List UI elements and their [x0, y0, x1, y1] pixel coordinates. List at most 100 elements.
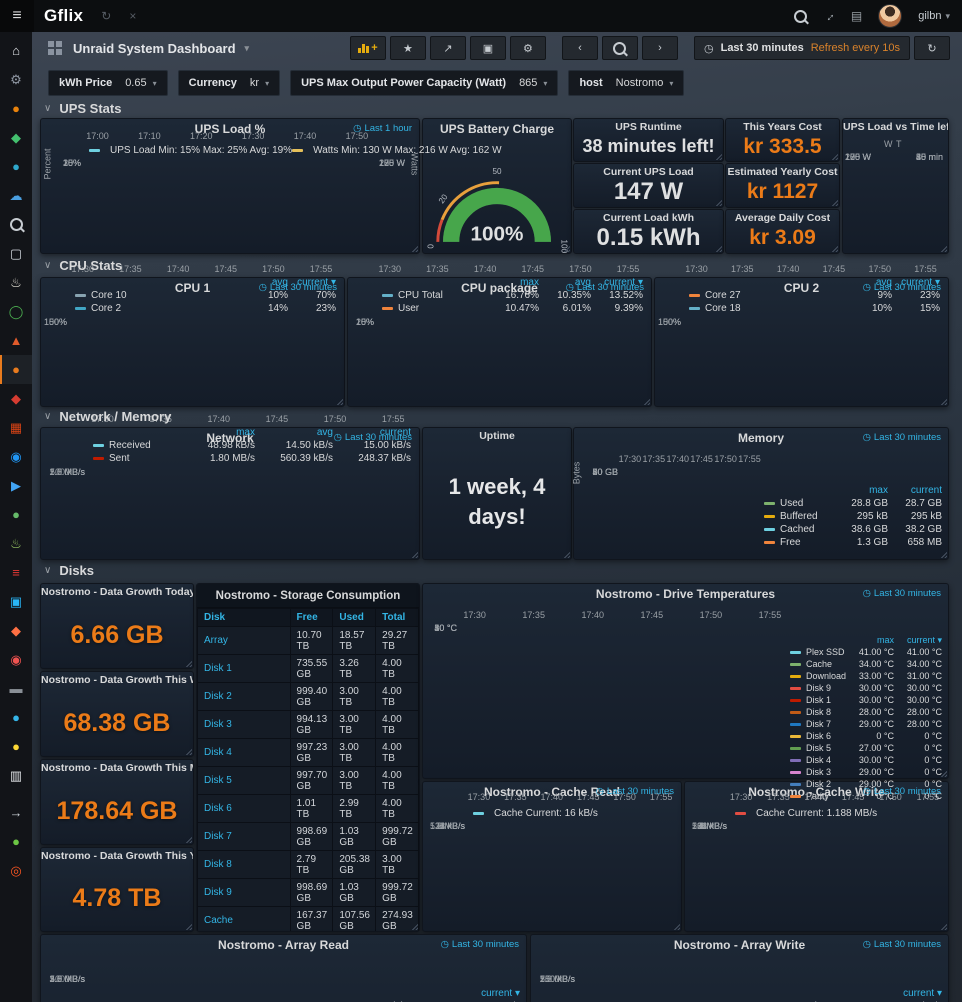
legend-item-Disk 3[interactable]: Disk 3 29.00 °C 0 °C	[790, 766, 942, 778]
legend-item-Disk 1[interactable]: Disk 1 30.00 °C 30.00 °C	[790, 694, 942, 706]
sidebar-item-app-green-ring[interactable]: ◯	[0, 297, 32, 326]
panel-title[interactable]: Nostromo - Data Growth Today	[41, 586, 193, 598]
section-network-memory[interactable]: ∨ Network / Memory	[44, 409, 172, 424]
sidebar-item-app-green-diamond[interactable]: ◆	[0, 123, 32, 152]
legend-item-Plex SSD[interactable]: Plex SSD 41.00 °C 41.00 °C	[790, 646, 942, 658]
legend-item-Disk 5[interactable]: Disk 5 27.00 °C 0 °C	[790, 742, 942, 754]
legend-item-Disk 9[interactable]: Disk 9 30.00 °C 30.00 °C	[790, 682, 942, 694]
sidebar-item-app-green[interactable]: ●	[0, 500, 32, 529]
sidebar-item-app-teal[interactable]: ●	[0, 152, 32, 181]
close-icon[interactable]: ×	[129, 9, 137, 23]
sidebar-item-app-sab[interactable]: ●	[0, 732, 32, 761]
settings-button[interactable]: ⚙	[509, 36, 546, 60]
avatar[interactable]	[878, 4, 903, 28]
sidebar-item-app-eye[interactable]: ◉	[0, 442, 32, 471]
search-icon[interactable]	[793, 9, 807, 23]
sidebar-item-app-orange-diamond[interactable]: ◆	[0, 616, 32, 645]
refresh-button[interactable]: ↻	[914, 36, 950, 60]
panel-title[interactable]: Current UPS Load	[603, 166, 694, 178]
refresh-icon[interactable]: ↻	[101, 9, 112, 23]
zoom-out-button[interactable]	[601, 36, 638, 60]
legend-item-Disk 8[interactable]: Disk 8 28.00 °C 28.00 °C	[790, 706, 942, 718]
sidebar-item-home[interactable]: ⌂	[0, 36, 32, 65]
panel-title[interactable]: Network	[206, 431, 254, 445]
sidebar-item-app-cloud[interactable]: ☁	[0, 181, 32, 210]
legend-item-Used[interactable]: Used 28.8 GB 28.7 GB	[764, 497, 942, 510]
legend-item-Received[interactable]: Received 48.98 kB/s 14.50 kB/s 15.00 kB/s	[93, 439, 411, 452]
legend-item[interactable]: Watts Min: 130 W Max: 216 W Avg: 162 W	[292, 145, 502, 156]
legend-item-Core 18[interactable]: Core 18 10% 15%	[689, 302, 940, 315]
legend-item-Buffered[interactable]: Buffered 295 kB 295 kB	[764, 510, 942, 523]
sidebar-item-app-bowl[interactable]: ♨	[0, 529, 32, 558]
sidebar-item-app-grid[interactable]: ▦	[0, 413, 32, 442]
sidebar-item-app-bars[interactable]: ≡	[0, 558, 32, 587]
legend-item-Downloads[interactable]: Downloads33.00 °C31.00 °C	[790, 670, 942, 682]
sidebar-item-logout[interactable]: →	[0, 798, 32, 827]
panel-title[interactable]: UPS Load %	[194, 122, 266, 136]
panel-title[interactable]: UPS Runtime	[615, 121, 682, 133]
sidebar-item-app-pot[interactable]: ♨	[0, 268, 32, 297]
sidebar-item-app-unraid[interactable]: ●	[0, 355, 32, 384]
panel-title[interactable]: Current Load kWh	[603, 212, 694, 224]
panels-icon[interactable]: ▤	[850, 9, 863, 23]
panel-title[interactable]: UPS Load vs Time left	[843, 121, 948, 133]
variable-ups-capacity[interactable]: UPS Max Output Power Capacity (Watt) 865 ▾	[290, 70, 559, 96]
panel-title[interactable]: CPU 1	[174, 281, 211, 295]
sidebar-item-app-github[interactable]: ●	[0, 827, 32, 856]
sidebar-item-app-blue-square[interactable]: ▣	[0, 587, 32, 616]
panel-title[interactable]: UPS Battery Charge	[439, 122, 555, 136]
legend-item[interactable]: UPS Load Min: 15% Max: 25% Avg: 19%	[89, 145, 292, 156]
panel-title[interactable]: This Years Cost	[743, 121, 822, 133]
brand-logo[interactable]: Gflix	[44, 6, 84, 25]
panel-title[interactable]: CPU package	[461, 281, 538, 295]
section-disks[interactable]: ∨ Disks	[44, 563, 95, 578]
menu-icon[interactable]: ≡	[0, 0, 34, 32]
time-back-button[interactable]: ‹	[561, 36, 598, 60]
add-panel-button[interactable]: +	[349, 36, 386, 60]
variable-host[interactable]: host Nostromo ▾	[568, 70, 685, 96]
dashboard-title[interactable]: Unraid System Dashboard ▾	[48, 41, 249, 56]
panel-title[interactable]: Nostromo - Data Growth This Year	[41, 850, 193, 862]
legend-item-Free[interactable]: Free 1.3 GB 658 MB	[764, 536, 942, 549]
panel-title[interactable]: Nostromo - Data Growth This Month	[41, 762, 193, 774]
panel-title[interactable]: CPU 2	[783, 281, 820, 295]
legend-item-Disk 7[interactable]: Disk 7 29.00 °C 28.00 °C	[790, 718, 942, 730]
panel-title[interactable]: Nostromo - Array Write	[673, 938, 806, 952]
expand-icon[interactable]: ↔	[819, 6, 839, 26]
legend-item-User[interactable]: User 10.47% 6.01% 9.39%	[382, 302, 643, 315]
sidebar-item-app-lazy[interactable]: ▬	[0, 674, 32, 703]
legend-item-Disk 6[interactable]: Disk 60 °C 0 °C	[790, 730, 942, 742]
time-picker[interactable]: ◷ Last 30 minutes Refresh every 10s	[693, 36, 910, 60]
save-button[interactable]: ▣	[469, 36, 506, 60]
panel-title[interactable]: Nostromo - Storage Consumption	[197, 584, 419, 608]
sidebar-item-app-flame[interactable]: ▲	[0, 326, 32, 355]
sidebar-item-app-drop[interactable]: ●	[0, 703, 32, 732]
sidebar-item-app-play[interactable]: ▶	[0, 471, 32, 500]
legend-item-Disk 4[interactable]: Disk 4 30.00 °C 0 °C	[790, 754, 942, 766]
user-menu[interactable]: gilbn ▾	[918, 10, 950, 22]
panel-title[interactable]: Nostromo - Cache Read	[483, 785, 621, 799]
panel-title[interactable]: Average Daily Cost	[734, 212, 831, 224]
sidebar-item-app-frame[interactable]: ▢	[0, 239, 32, 268]
legend-item-Cached[interactable]: Cached 38.6 GB 38.2 GB	[764, 523, 942, 536]
star-button[interactable]: ★	[389, 36, 426, 60]
legend-item-Core 10[interactable]: Core 10 10% 70%	[75, 289, 336, 302]
sidebar-item-search[interactable]	[0, 210, 32, 239]
sidebar-item-app-red-dot[interactable]: ◉	[0, 645, 32, 674]
legend-item-Sent[interactable]: Sent 1.80 MB/s 560.39 kB/s 248.37 kB/s	[93, 452, 411, 465]
panel-title[interactable]: Estimated Yearly Cost	[727, 166, 838, 178]
legend-item-Parity[interactable]: Parity 0 °C 0 °C	[790, 790, 942, 802]
section-ups-stats[interactable]: ∨ UPS Stats	[44, 101, 122, 116]
section-cpu-stats[interactable]: ∨ CPU Stats	[44, 258, 123, 273]
sidebar-item-settings[interactable]: ⚙	[0, 65, 32, 94]
panel-title[interactable]: Nostromo - Cache Write	[748, 785, 885, 799]
legend-item-Disk 2[interactable]: Disk 2 29.00 °C 0 °C	[790, 778, 942, 790]
sidebar-item-app-orange[interactable]: ●	[0, 94, 32, 123]
panel-title[interactable]: Memory	[737, 431, 784, 445]
legend-item[interactable]: Cache Current: 16 kB/s	[473, 808, 598, 819]
share-button[interactable]: ↗	[429, 36, 466, 60]
time-forward-button[interactable]: ›	[641, 36, 678, 60]
sidebar-item-app-shield[interactable]: ◆	[0, 384, 32, 413]
panel-title[interactable]: Nostromo - Data Growth This Week	[41, 674, 193, 686]
panel-title[interactable]: Uptime	[479, 430, 515, 442]
